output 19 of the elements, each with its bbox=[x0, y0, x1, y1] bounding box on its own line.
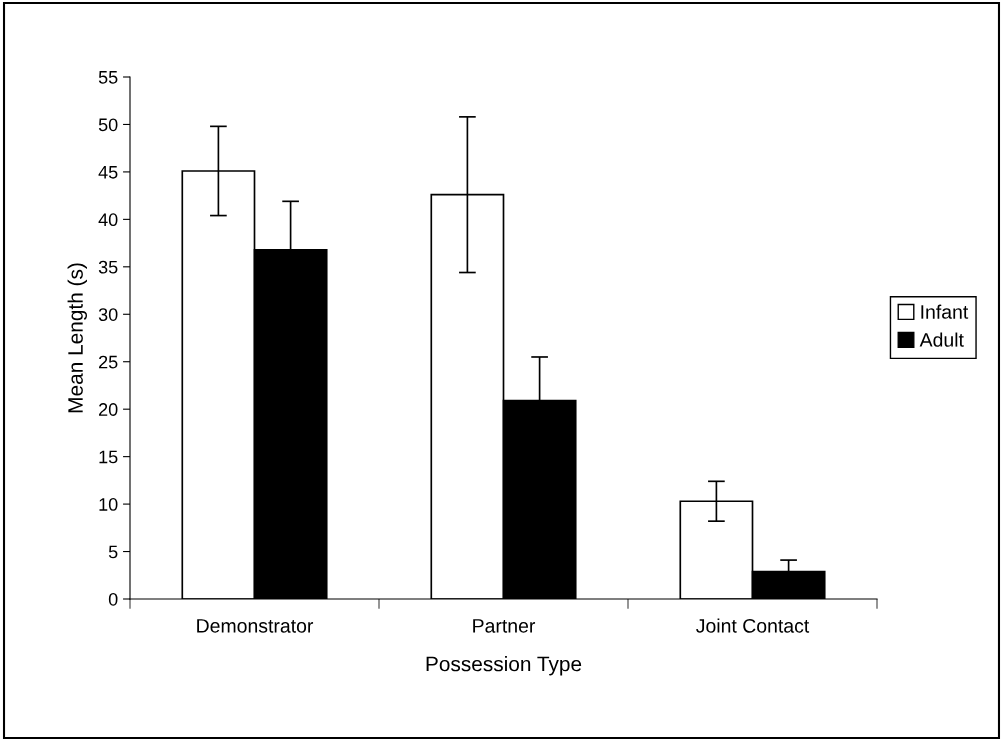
y-tick-label: 45 bbox=[98, 166, 118, 179]
y-tick-label: 25 bbox=[99, 355, 118, 369]
legend-label: Adult bbox=[919, 332, 964, 347]
y-tick-label: 35 bbox=[98, 260, 118, 274]
x-axis-title: Possession Type bbox=[426, 656, 582, 676]
y-tick-label: 5 bbox=[108, 545, 118, 559]
y-tick-label: 10 bbox=[99, 498, 118, 511]
y-tick-label: 40 bbox=[98, 213, 118, 227]
x-tick-label: Demonstrator bbox=[197, 619, 314, 633]
y-axis-title: Mean Length (s) bbox=[67, 263, 87, 413]
y-tick-label: 50 bbox=[98, 118, 118, 132]
x-tick-label: Joint Contact bbox=[696, 618, 810, 633]
y-tick-label: 20 bbox=[99, 403, 118, 416]
y-tick-label: 15 bbox=[99, 450, 118, 464]
y-tick-label: 55 bbox=[98, 71, 118, 84]
legend-label: Infant bbox=[921, 304, 969, 319]
y-tick-label: 30 bbox=[98, 308, 118, 321]
y-tick-label: 0 bbox=[108, 592, 118, 606]
x-tick-label: Partner bbox=[473, 619, 536, 633]
